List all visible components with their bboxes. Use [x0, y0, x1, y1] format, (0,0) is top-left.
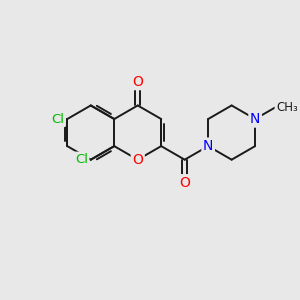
Text: Cl: Cl — [75, 153, 88, 166]
Text: O: O — [132, 75, 143, 88]
Text: O: O — [132, 153, 143, 167]
Text: O: O — [179, 176, 190, 190]
Text: CH₃: CH₃ — [276, 101, 298, 114]
Text: N: N — [250, 112, 260, 126]
Text: Cl: Cl — [51, 112, 64, 125]
Text: N: N — [203, 139, 213, 153]
